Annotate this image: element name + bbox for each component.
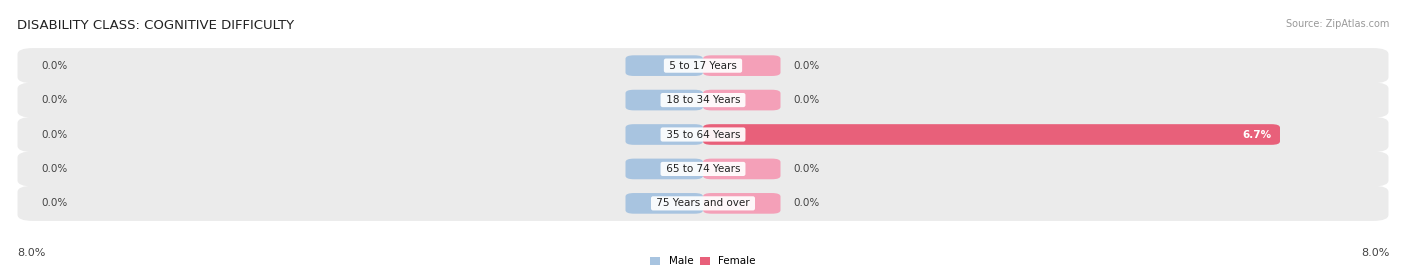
Text: 0.0%: 0.0%: [42, 164, 67, 174]
FancyBboxPatch shape: [17, 151, 1389, 186]
Text: Source: ZipAtlas.com: Source: ZipAtlas.com: [1285, 19, 1389, 29]
Text: 35 to 64 Years: 35 to 64 Years: [662, 129, 744, 140]
Text: 8.0%: 8.0%: [1361, 248, 1389, 258]
Text: 0.0%: 0.0%: [793, 61, 820, 71]
Text: 0.0%: 0.0%: [42, 95, 67, 105]
Text: 5 to 17 Years: 5 to 17 Years: [666, 61, 740, 71]
Text: 0.0%: 0.0%: [42, 61, 67, 71]
Text: 0.0%: 0.0%: [793, 95, 820, 105]
Text: 0.0%: 0.0%: [42, 129, 67, 140]
FancyBboxPatch shape: [626, 159, 703, 179]
Text: DISABILITY CLASS: COGNITIVE DIFFICULTY: DISABILITY CLASS: COGNITIVE DIFFICULTY: [17, 19, 294, 32]
FancyBboxPatch shape: [703, 193, 780, 214]
FancyBboxPatch shape: [703, 90, 780, 110]
Text: 18 to 34 Years: 18 to 34 Years: [662, 95, 744, 105]
FancyBboxPatch shape: [626, 193, 703, 214]
FancyBboxPatch shape: [17, 117, 1389, 152]
FancyBboxPatch shape: [626, 124, 703, 145]
Text: 6.7%: 6.7%: [1243, 129, 1271, 140]
FancyBboxPatch shape: [703, 124, 1279, 145]
FancyBboxPatch shape: [17, 83, 1389, 118]
FancyBboxPatch shape: [17, 48, 1389, 83]
Legend: Male, Female: Male, Female: [645, 252, 761, 269]
FancyBboxPatch shape: [703, 159, 780, 179]
Text: 0.0%: 0.0%: [42, 198, 67, 208]
FancyBboxPatch shape: [626, 55, 703, 76]
Text: 0.0%: 0.0%: [793, 198, 820, 208]
Text: 0.0%: 0.0%: [793, 164, 820, 174]
FancyBboxPatch shape: [17, 186, 1389, 221]
Text: 75 Years and over: 75 Years and over: [652, 198, 754, 208]
FancyBboxPatch shape: [626, 90, 703, 110]
Text: 8.0%: 8.0%: [17, 248, 45, 258]
Text: 65 to 74 Years: 65 to 74 Years: [662, 164, 744, 174]
FancyBboxPatch shape: [703, 55, 780, 76]
